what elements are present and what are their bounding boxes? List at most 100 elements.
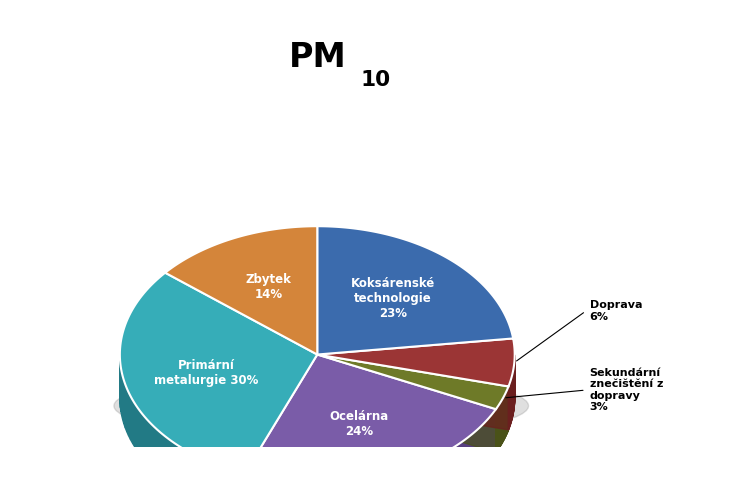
Polygon shape (245, 474, 249, 482)
Polygon shape (164, 435, 168, 482)
Polygon shape (122, 373, 123, 420)
Text: Koksárenské
technologie
23%: Koksárenské technologie 23% (351, 277, 435, 320)
Polygon shape (317, 355, 508, 430)
Polygon shape (364, 479, 368, 482)
Polygon shape (233, 470, 239, 482)
Polygon shape (127, 388, 129, 436)
Polygon shape (317, 355, 508, 430)
Polygon shape (264, 478, 269, 482)
Polygon shape (259, 477, 264, 482)
Polygon shape (279, 481, 283, 482)
Polygon shape (135, 404, 138, 451)
Polygon shape (124, 380, 125, 428)
Polygon shape (245, 355, 317, 482)
Polygon shape (149, 422, 153, 469)
Text: Sekundární
znečištění z
dopravy
3%: Sekundární znečištění z dopravy 3% (590, 368, 663, 413)
Text: 10: 10 (361, 70, 391, 90)
Polygon shape (317, 338, 515, 387)
Polygon shape (444, 451, 448, 482)
Polygon shape (343, 481, 349, 482)
Polygon shape (349, 481, 354, 482)
Polygon shape (196, 455, 200, 482)
Polygon shape (239, 472, 245, 482)
Text: Zbytek
14%: Zbytek 14% (245, 273, 291, 301)
Polygon shape (440, 453, 444, 482)
Text: Doprava
6%: Doprava 6% (590, 300, 642, 322)
Polygon shape (428, 459, 432, 482)
Polygon shape (462, 439, 465, 482)
Polygon shape (227, 469, 233, 482)
Polygon shape (222, 467, 227, 482)
Polygon shape (424, 461, 428, 482)
Polygon shape (245, 355, 317, 482)
Polygon shape (153, 426, 157, 472)
Polygon shape (168, 439, 172, 482)
Polygon shape (483, 421, 486, 467)
Polygon shape (354, 480, 358, 482)
Ellipse shape (114, 374, 529, 438)
Polygon shape (432, 457, 436, 482)
Text: PM: PM (288, 41, 346, 74)
Polygon shape (383, 474, 388, 482)
Polygon shape (455, 444, 459, 482)
Polygon shape (317, 355, 496, 453)
Polygon shape (216, 465, 222, 482)
Polygon shape (129, 392, 130, 440)
Polygon shape (494, 409, 496, 455)
Polygon shape (452, 446, 455, 482)
Polygon shape (397, 470, 401, 482)
Polygon shape (143, 415, 146, 462)
Polygon shape (373, 477, 378, 482)
Polygon shape (472, 431, 475, 478)
Polygon shape (486, 418, 489, 464)
Polygon shape (392, 472, 397, 482)
Polygon shape (378, 476, 383, 482)
Text: Primární
metalurgie 30%: Primární metalurgie 30% (154, 359, 258, 387)
Polygon shape (191, 453, 196, 482)
Polygon shape (492, 412, 494, 458)
Polygon shape (140, 411, 143, 458)
Text: Ocelárna
24%: Ocelárna 24% (330, 410, 389, 438)
Polygon shape (475, 429, 478, 475)
Polygon shape (481, 424, 483, 469)
Polygon shape (436, 455, 440, 482)
Polygon shape (186, 450, 191, 482)
Polygon shape (317, 355, 508, 409)
Polygon shape (254, 476, 259, 482)
Polygon shape (465, 437, 469, 482)
Polygon shape (283, 481, 288, 482)
Polygon shape (211, 463, 216, 482)
Polygon shape (401, 469, 406, 482)
Polygon shape (406, 468, 410, 482)
Polygon shape (125, 385, 127, 432)
Polygon shape (469, 434, 472, 480)
Polygon shape (410, 466, 415, 482)
Polygon shape (317, 226, 513, 355)
Polygon shape (419, 463, 424, 482)
Polygon shape (138, 408, 140, 455)
Polygon shape (181, 447, 186, 482)
Polygon shape (415, 464, 419, 482)
Polygon shape (206, 460, 211, 482)
Polygon shape (273, 480, 279, 482)
Polygon shape (160, 432, 164, 479)
Polygon shape (249, 475, 254, 482)
Polygon shape (123, 376, 124, 424)
Polygon shape (165, 226, 317, 355)
Polygon shape (245, 355, 496, 482)
Polygon shape (368, 478, 373, 482)
Polygon shape (120, 273, 317, 474)
Polygon shape (459, 442, 462, 482)
Polygon shape (133, 400, 135, 447)
Polygon shape (200, 458, 206, 482)
Polygon shape (146, 418, 149, 466)
Polygon shape (489, 415, 492, 461)
Polygon shape (448, 449, 452, 482)
Polygon shape (388, 473, 392, 482)
Polygon shape (157, 429, 160, 476)
Polygon shape (358, 479, 364, 482)
Polygon shape (177, 444, 181, 482)
Polygon shape (130, 396, 133, 443)
Polygon shape (172, 442, 177, 482)
Polygon shape (121, 368, 122, 416)
